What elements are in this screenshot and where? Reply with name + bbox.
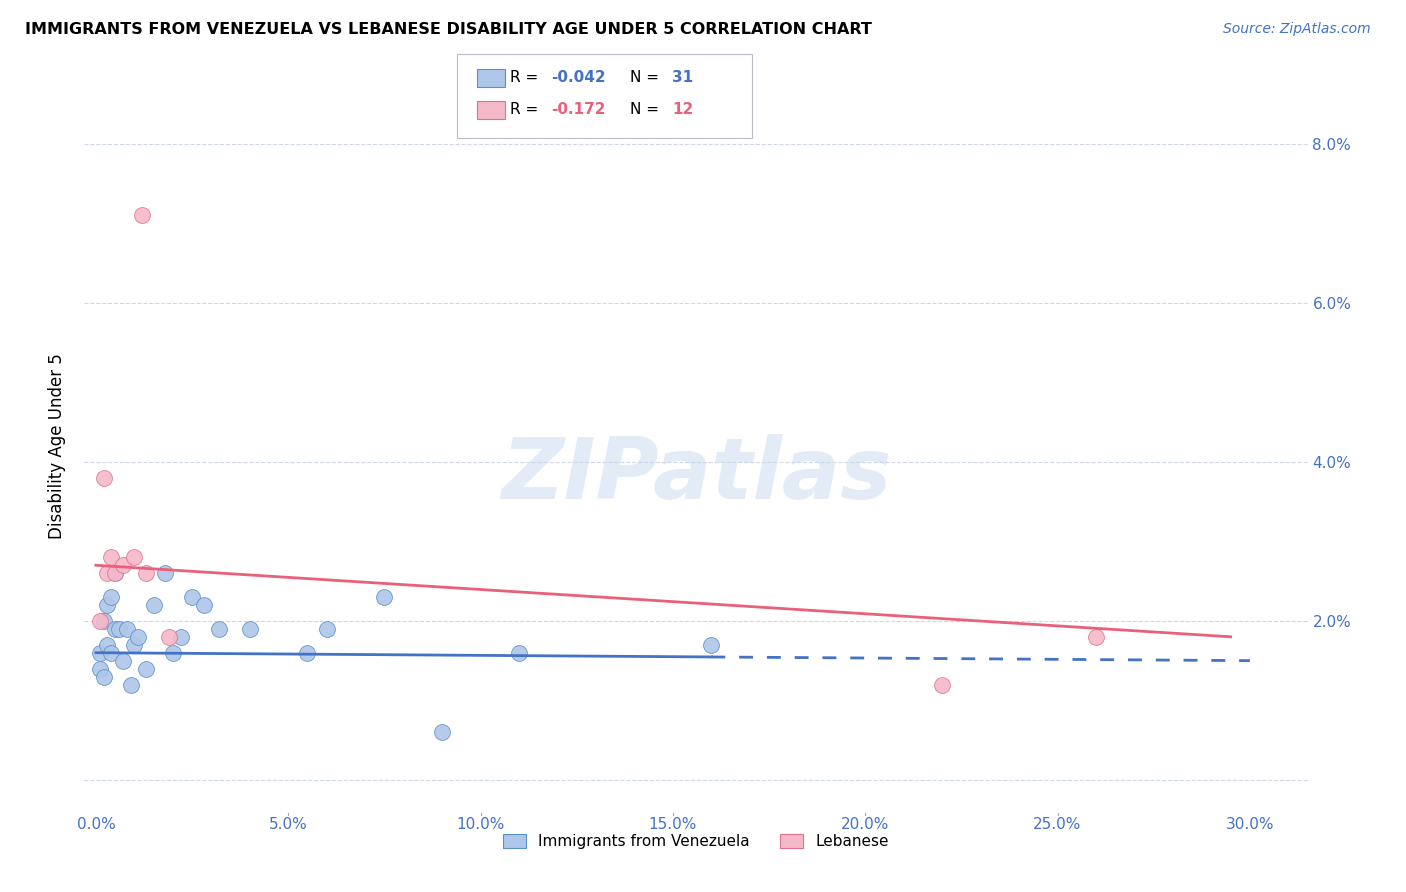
Text: 31: 31 <box>672 70 693 85</box>
Point <box>120 677 142 691</box>
Point <box>89 662 111 676</box>
Text: -0.172: -0.172 <box>551 103 606 117</box>
Point <box>108 622 131 636</box>
Text: N =: N = <box>630 70 664 85</box>
Text: R =: R = <box>510 103 544 117</box>
Point <box>96 598 118 612</box>
Legend: Immigrants from Venezuela, Lebanese: Immigrants from Venezuela, Lebanese <box>496 828 896 855</box>
Point <box>96 566 118 581</box>
Point <box>193 598 215 612</box>
Point <box>430 725 453 739</box>
Point <box>142 598 165 612</box>
Text: N =: N = <box>630 103 664 117</box>
Text: Source: ZipAtlas.com: Source: ZipAtlas.com <box>1223 22 1371 37</box>
Point <box>93 471 115 485</box>
Text: R =: R = <box>510 70 544 85</box>
Point <box>124 550 146 565</box>
Point <box>700 638 723 652</box>
Point <box>124 638 146 652</box>
Point <box>104 566 127 581</box>
Text: IMMIGRANTS FROM VENEZUELA VS LEBANESE DISABILITY AGE UNDER 5 CORRELATION CHART: IMMIGRANTS FROM VENEZUELA VS LEBANESE DI… <box>25 22 872 37</box>
Y-axis label: Disability Age Under 5: Disability Age Under 5 <box>48 353 66 539</box>
Point <box>89 614 111 628</box>
Text: 12: 12 <box>672 103 693 117</box>
Point <box>162 646 184 660</box>
Point <box>93 669 115 683</box>
Text: -0.042: -0.042 <box>551 70 606 85</box>
Point <box>100 590 122 604</box>
Point <box>153 566 176 581</box>
Point <box>297 646 319 660</box>
Point <box>100 646 122 660</box>
Point <box>157 630 180 644</box>
Point <box>131 209 153 223</box>
Point <box>111 558 134 573</box>
Point <box>104 622 127 636</box>
Point <box>373 590 395 604</box>
Point <box>104 566 127 581</box>
Point <box>1085 630 1108 644</box>
Point <box>96 638 118 652</box>
Point <box>931 677 953 691</box>
Point <box>208 622 231 636</box>
Point <box>135 662 157 676</box>
Point <box>93 614 115 628</box>
Point <box>239 622 262 636</box>
Point <box>100 550 122 565</box>
Point <box>135 566 157 581</box>
Point <box>111 654 134 668</box>
Point <box>315 622 337 636</box>
Point <box>181 590 204 604</box>
Point <box>508 646 530 660</box>
Text: ZIPatlas: ZIPatlas <box>501 434 891 516</box>
Point <box>89 646 111 660</box>
Point <box>115 622 138 636</box>
Point <box>169 630 191 644</box>
Point <box>127 630 149 644</box>
